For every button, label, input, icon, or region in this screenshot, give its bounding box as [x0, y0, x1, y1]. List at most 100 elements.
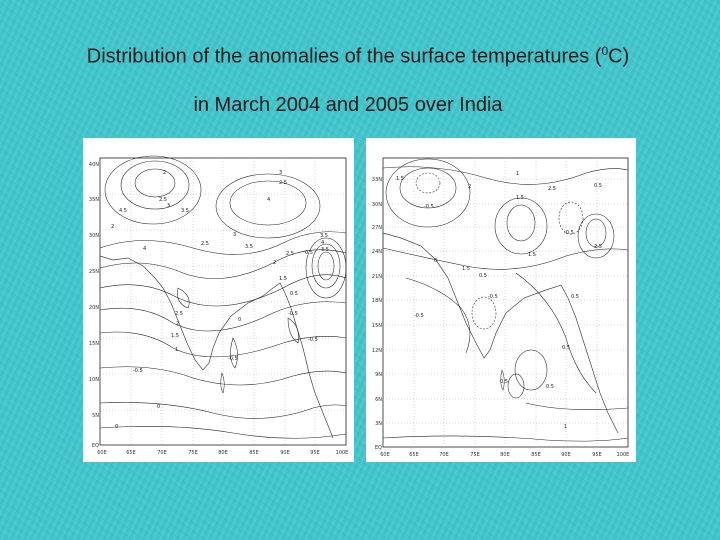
svg-text:0: 0 — [238, 317, 241, 323]
svg-text:80E: 80E — [500, 452, 510, 458]
svg-text:6N: 6N — [375, 397, 382, 403]
map-frame — [382, 157, 629, 448]
svg-text:24N: 24N — [372, 249, 382, 255]
svg-text:-0.5: -0.5 — [133, 368, 143, 374]
svg-text:0.5: 0.5 — [479, 273, 487, 279]
svg-text:2: 2 — [111, 224, 114, 230]
svg-text:2: 2 — [468, 184, 471, 190]
svg-text:3.5: 3.5 — [245, 244, 253, 250]
svg-text:2.5: 2.5 — [548, 186, 556, 192]
title-text-end: C) — [608, 45, 630, 68]
svg-text:1.5: 1.5 — [516, 195, 524, 201]
svg-text:33N: 33N — [372, 177, 382, 183]
svg-text:-0.5: -0.5 — [228, 356, 238, 362]
svg-text:3: 3 — [167, 203, 170, 209]
svg-text:4: 4 — [267, 197, 270, 203]
svg-text:18N: 18N — [372, 298, 382, 304]
svg-text:3N: 3N — [375, 421, 382, 427]
svg-text:75E: 75E — [470, 452, 480, 458]
svg-text:1: 1 — [175, 347, 178, 353]
svg-text:35N: 35N — [89, 197, 99, 203]
svg-text:4.5: 4.5 — [119, 208, 127, 214]
contour-lines — [382, 158, 629, 442]
coastline — [382, 232, 619, 434]
x-axis-ticks: 60E 65E 70E 75E 80E 85E 90E 95E 100E — [380, 452, 629, 458]
svg-text:25N: 25N — [89, 269, 99, 275]
svg-text:0.5: 0.5 — [500, 379, 508, 385]
svg-text:12N: 12N — [372, 348, 382, 354]
y-axis-ticks: 40N 35N 30N 25N 20N 15N 10N 5N EQ — [89, 162, 99, 449]
svg-text:2: 2 — [273, 260, 276, 266]
slide-title-line1: Distribution of the anomalies of the sur… — [0, 44, 718, 69]
svg-text:3.5: 3.5 — [321, 247, 329, 253]
svg-text:65E: 65E — [126, 450, 136, 456]
svg-text:1.5: 1.5 — [528, 252, 536, 258]
svg-text:30N: 30N — [89, 233, 99, 239]
y-axis-ticks: 33N 30N 27N 24N 21N 18N 15N 12N 9N 6N 3N… — [372, 177, 382, 451]
sri-lanka-outline — [220, 371, 225, 394]
svg-text:2.5: 2.5 — [286, 251, 294, 257]
svg-text:4: 4 — [321, 240, 324, 246]
contour-labels: 2 2.5 3 3.5 4 4.5 3 2.5 3.5 2 4 3 2.5 3.… — [111, 170, 329, 430]
svg-text:1: 1 — [516, 171, 519, 177]
svg-text:-0.5: -0.5 — [308, 337, 318, 343]
svg-text:65E: 65E — [409, 452, 419, 458]
slide-title-line2: in March 2004 and 2005 over India — [193, 94, 503, 116]
coastline — [99, 255, 334, 439]
x-axis-ticks: 60E 65E 70E 75E 80E 85E 90E 95E 100E — [97, 450, 348, 456]
svg-text:2.5: 2.5 — [594, 244, 602, 250]
svg-text:30N: 30N — [372, 202, 382, 208]
map-2005-svg: 1.5 2 1 1.5 -0.5 0 1.5 2.5 0.5 -0.5 2.5 … — [372, 157, 629, 458]
svg-text:1.5: 1.5 — [462, 266, 470, 272]
graticule — [383, 158, 628, 447]
svg-text:85E: 85E — [531, 452, 541, 458]
svg-text:-0.5: -0.5 — [564, 230, 574, 236]
svg-text:2: 2 — [176, 321, 179, 327]
map-2004-svg: 2 2.5 3 3.5 4 4.5 3 2.5 3.5 2 4 3 2.5 3.… — [89, 155, 348, 456]
svg-text:3.5: 3.5 — [181, 208, 189, 214]
temperature-anomaly-map-2004: 2 2.5 3 3.5 4 4.5 3 2.5 3.5 2 4 3 2.5 3.… — [83, 138, 354, 462]
svg-text:0.5: 0.5 — [562, 345, 570, 351]
svg-text:-0.5: -0.5 — [424, 204, 434, 210]
svg-text:0.5: 0.5 — [305, 250, 313, 256]
sri-lanka-outline — [500, 368, 505, 391]
svg-text:100E: 100E — [617, 452, 630, 458]
svg-text:0.5: 0.5 — [546, 384, 554, 390]
svg-text:EQ: EQ — [92, 443, 99, 449]
svg-text:EQ: EQ — [375, 445, 382, 451]
svg-text:0: 0 — [115, 424, 118, 430]
svg-text:80E: 80E — [218, 450, 228, 456]
svg-text:2.5: 2.5 — [159, 197, 167, 203]
svg-text:4: 4 — [143, 246, 146, 252]
svg-text:90E: 90E — [280, 450, 290, 456]
svg-text:15N: 15N — [372, 323, 382, 329]
svg-text:2: 2 — [163, 170, 166, 176]
svg-text:0: 0 — [157, 404, 160, 410]
svg-text:75E: 75E — [188, 450, 198, 456]
svg-text:20N: 20N — [89, 305, 99, 311]
svg-text:2.5: 2.5 — [279, 180, 287, 186]
svg-text:85E: 85E — [249, 450, 259, 456]
svg-text:60E: 60E — [97, 450, 107, 456]
svg-text:1.5: 1.5 — [279, 276, 287, 282]
title-text: Distribution of the anomalies of the sur… — [86, 45, 602, 68]
svg-text:95E: 95E — [310, 450, 320, 456]
svg-text:2.5: 2.5 — [175, 311, 183, 317]
svg-text:95E: 95E — [592, 452, 602, 458]
svg-text:3.5: 3.5 — [320, 233, 328, 239]
svg-text:-0.5: -0.5 — [414, 313, 424, 319]
svg-text:1.5: 1.5 — [171, 333, 179, 339]
svg-text:0.5: 0.5 — [594, 183, 602, 189]
svg-text:100E: 100E — [336, 450, 349, 456]
svg-text:-0.5: -0.5 — [288, 311, 298, 317]
contour-lines — [99, 155, 347, 439]
svg-text:5N: 5N — [92, 413, 99, 419]
temperature-anomaly-map-2005: 1.5 2 1 1.5 -0.5 0 1.5 2.5 0.5 -0.5 2.5 … — [366, 138, 636, 462]
svg-text:1.5: 1.5 — [396, 176, 404, 182]
svg-text:60E: 60E — [380, 452, 390, 458]
svg-text:-0.5: -0.5 — [488, 294, 498, 300]
svg-text:15N: 15N — [89, 341, 99, 347]
graticule — [100, 158, 346, 445]
contour-labels: 1.5 2 1 1.5 -0.5 0 1.5 2.5 0.5 -0.5 2.5 … — [396, 171, 602, 430]
svg-text:21N: 21N — [372, 274, 382, 280]
